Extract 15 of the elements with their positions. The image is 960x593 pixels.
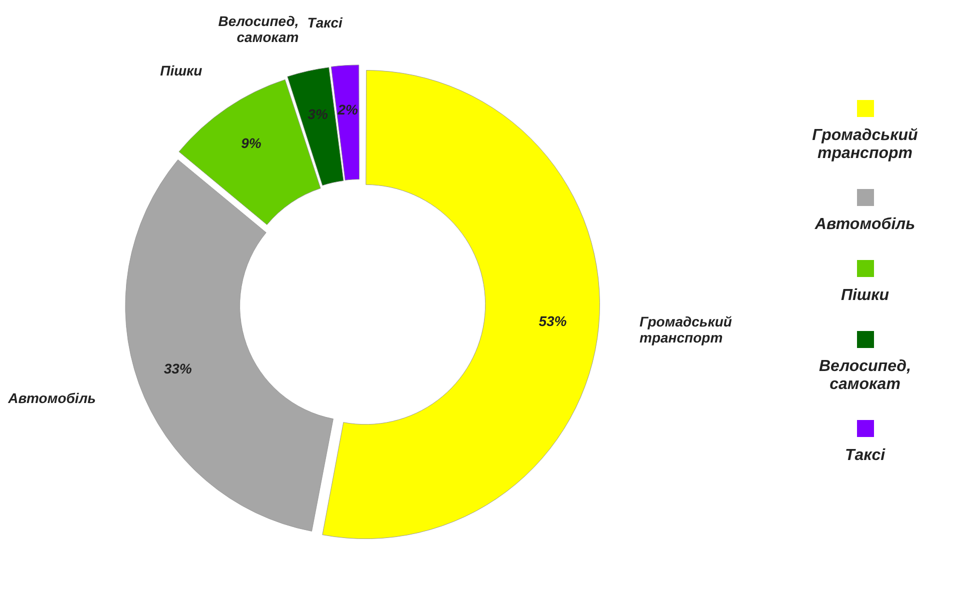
legend-label: Велосипед, самокат (818, 358, 912, 394)
slice-label: Таксі (307, 14, 344, 31)
data-label: 53% (538, 313, 568, 330)
data-label: 9% (241, 134, 262, 151)
slice-label: Велосипед, самокат (218, 12, 299, 45)
slice-label: Пішки (160, 62, 203, 79)
data-label: 2% (336, 102, 359, 118)
slice-label: Автомобіль (7, 390, 96, 406)
legend-label: Автомобіль (814, 216, 916, 234)
data-label: 33% (164, 360, 192, 376)
legend-label: Громадський транспорт (811, 127, 919, 163)
slice-label: Громадський транспорт (640, 313, 732, 346)
legend-label: Таксі (844, 447, 886, 465)
data-label: 3% (308, 106, 328, 122)
legend-label: Пішки (840, 287, 890, 305)
